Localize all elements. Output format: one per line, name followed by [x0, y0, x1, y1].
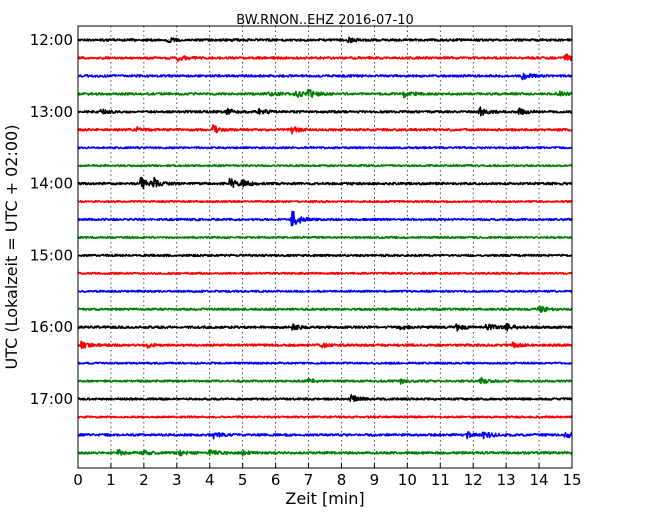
seismogram-trace: [77, 323, 573, 332]
seismogram-trace: [77, 146, 573, 150]
y-axis-label: UTC (Lokalzeit = UTC + 02:00): [2, 125, 21, 370]
seismogram-trace: [77, 176, 573, 190]
x-tick-label: 13: [497, 471, 516, 489]
seismogram-trace: [77, 72, 573, 81]
x-tick-label: 2: [139, 471, 149, 489]
seismogram-trace: [77, 53, 573, 63]
x-axis-label: Zeit [min]: [285, 489, 364, 508]
grid: [78, 26, 572, 468]
y-tick-label: 15:00: [30, 246, 73, 264]
x-tick-label: 10: [398, 471, 417, 489]
x-tick-label: 9: [370, 471, 380, 489]
seismogram-trace: [77, 289, 573, 293]
x-tick-label: 15: [562, 471, 581, 489]
ticks: 0 1 2 3 4 5 6 7 8 9 10 11 12 13 14 1512:0013:0014:0015:…: [30, 31, 582, 489]
traces: [77, 36, 573, 457]
x-tick-label: 5: [238, 471, 248, 489]
y-tick-label: 13:00: [30, 103, 73, 121]
x-tick-label: 8: [337, 471, 347, 489]
seismogram-trace: [77, 253, 573, 258]
seismogram-trace: [77, 271, 573, 276]
seismogram-trace: [77, 340, 573, 350]
seismogram-trace: [77, 36, 573, 44]
y-tick-label: 16:00: [30, 318, 73, 336]
y-tick-label: 12:00: [30, 31, 73, 49]
seismogram-trace: [77, 88, 573, 99]
y-tick-label: 14:00: [30, 175, 73, 193]
seismogram-trace: [77, 106, 573, 117]
x-tick-label: 7: [304, 471, 314, 489]
seismogram-trace: [77, 199, 573, 204]
seismogram-trace: [77, 210, 573, 227]
seismogram-trace: [77, 305, 573, 313]
seismogram-trace: [77, 235, 573, 240]
seismogram-trace: [77, 124, 573, 135]
x-tick-label: 14: [530, 471, 549, 489]
chart-title: BW.RNON..EHZ 2016-07-10: [236, 13, 414, 28]
seismogram-trace: [77, 415, 573, 419]
x-tick-label: 12: [464, 471, 483, 489]
x-tick-label: 4: [205, 471, 215, 489]
x-tick-label: 3: [172, 471, 182, 489]
seismogram-trace: [77, 361, 573, 365]
plot-frame: [77, 25, 573, 469]
x-tick-label: 0: [73, 471, 83, 489]
x-tick-label: 1: [106, 471, 116, 489]
seismogram-trace: [77, 431, 573, 440]
seismogram-trace: [77, 394, 573, 402]
x-tick-label: 6: [271, 471, 281, 489]
seismogram-trace: [77, 163, 573, 168]
seismogram-trace: [77, 448, 573, 457]
y-tick-label: 17:00: [30, 390, 73, 408]
x-tick-label: 11: [431, 471, 450, 489]
seismogram-trace: [77, 377, 573, 385]
